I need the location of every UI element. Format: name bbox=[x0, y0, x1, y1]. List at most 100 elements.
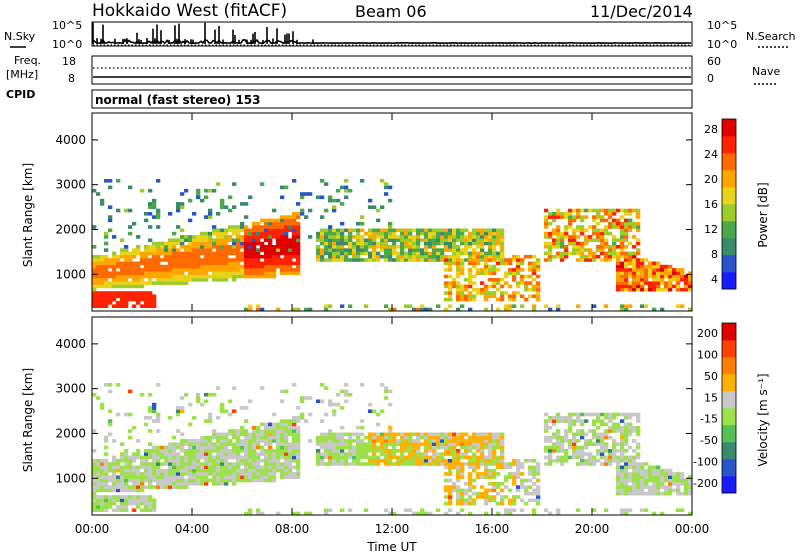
heatmap-cell bbox=[404, 508, 409, 512]
heatmap-cell bbox=[560, 462, 565, 466]
colorbar-tick-label: 4 bbox=[711, 273, 718, 286]
heatmap-cell bbox=[560, 235, 565, 239]
heatmap-cell bbox=[276, 254, 281, 259]
heatmap-cell bbox=[464, 452, 469, 456]
heatmap-cell bbox=[604, 228, 609, 233]
heatmap-cell bbox=[220, 432, 225, 437]
heatmap-cell bbox=[492, 238, 497, 242]
heatmap-cell bbox=[188, 458, 193, 463]
heatmap-cell bbox=[516, 284, 521, 289]
heatmap-cell bbox=[520, 485, 525, 489]
colorbar-segment bbox=[722, 323, 736, 341]
heatmap-cell bbox=[272, 248, 277, 252]
heatmap-cell bbox=[124, 258, 129, 262]
heatmap-cell bbox=[612, 455, 617, 460]
heatmap-cell bbox=[176, 465, 181, 470]
heatmap-cell bbox=[632, 287, 637, 292]
heatmap-cell bbox=[284, 264, 289, 269]
heatmap-cell bbox=[444, 261, 449, 266]
heatmap-cell bbox=[148, 301, 153, 305]
heatmap-cell bbox=[500, 254, 505, 259]
heatmap-cell bbox=[104, 248, 109, 252]
heatmap-cell bbox=[212, 429, 217, 433]
heatmap-cell bbox=[656, 271, 661, 275]
heatmap-cell bbox=[408, 508, 413, 512]
heatmap-cell bbox=[156, 264, 161, 269]
heatmap-cell bbox=[128, 264, 133, 269]
heatmap-cell bbox=[280, 185, 285, 190]
heatmap-cell bbox=[204, 392, 209, 397]
heatmap-cell bbox=[204, 264, 209, 269]
heatmap-cell bbox=[400, 449, 405, 453]
heatmap-cell bbox=[664, 264, 669, 269]
heatmap-cell bbox=[476, 261, 481, 266]
heatmap-cell bbox=[140, 291, 145, 295]
heatmap-cell bbox=[224, 465, 229, 470]
heatmap-cell bbox=[148, 505, 153, 509]
heatmap-cell bbox=[632, 465, 637, 470]
heatmap-cell bbox=[212, 432, 217, 437]
heatmap-cell bbox=[592, 422, 597, 427]
heatmap-cell bbox=[220, 231, 225, 236]
heatmap-cell bbox=[668, 468, 673, 473]
heatmap-cell bbox=[420, 432, 425, 437]
heatmap-cell bbox=[364, 245, 369, 249]
heatmap-cell bbox=[148, 297, 153, 302]
heatmap-cell bbox=[340, 445, 345, 450]
heatmap-cell bbox=[612, 251, 617, 256]
heatmap-cell bbox=[416, 307, 421, 312]
heatmap-cell bbox=[576, 245, 581, 249]
heatmap-cell bbox=[488, 445, 493, 450]
heatmap-cell bbox=[568, 419, 573, 423]
heatmap-cell bbox=[484, 231, 489, 236]
heatmap-cell bbox=[132, 251, 137, 256]
heatmap-cell bbox=[404, 435, 409, 440]
heatmap-cell bbox=[212, 274, 217, 279]
heatmap-cell bbox=[164, 245, 169, 249]
heatmap-cell bbox=[592, 228, 597, 233]
heatmap-cell bbox=[336, 245, 341, 249]
heatmap-cell bbox=[276, 258, 281, 262]
heatmap-cell bbox=[136, 291, 141, 295]
heatmap-cell bbox=[272, 274, 277, 279]
heatmap-cell bbox=[184, 278, 189, 282]
heatmap-cell bbox=[620, 228, 625, 233]
heatmap-cell bbox=[116, 485, 121, 489]
heatmap-cell bbox=[660, 278, 665, 282]
heatmap-cell bbox=[220, 245, 225, 249]
heatmap-cell bbox=[204, 245, 209, 249]
heatmap-cell bbox=[252, 225, 257, 229]
heatmap-cell bbox=[468, 495, 473, 499]
heatmap-cell bbox=[624, 488, 629, 493]
colorbar-tick-label: -100 bbox=[693, 456, 718, 469]
heatmap-cell bbox=[296, 465, 301, 470]
heatmap-cell bbox=[548, 439, 553, 443]
heatmap-cell bbox=[640, 281, 645, 285]
heatmap-cell bbox=[296, 228, 301, 233]
heatmap-cell bbox=[456, 465, 461, 470]
heatmap-cell bbox=[452, 284, 457, 289]
heatmap-cell bbox=[144, 245, 149, 249]
heatmap-cell bbox=[600, 435, 605, 440]
heatmap-cell bbox=[248, 449, 253, 453]
heatmap-cell bbox=[308, 412, 313, 417]
heatmap-cell bbox=[220, 271, 225, 275]
heatmap-cell bbox=[116, 258, 121, 262]
heatmap-cell bbox=[504, 291, 509, 295]
power-x-axis-ticks bbox=[91, 113, 693, 311]
heatmap-cell bbox=[284, 271, 289, 275]
heatmap-cell bbox=[288, 458, 293, 463]
heatmap-cell bbox=[632, 439, 637, 443]
heatmap-cell bbox=[136, 261, 141, 266]
heatmap-cell bbox=[196, 399, 201, 404]
heatmap-cell bbox=[620, 482, 625, 486]
heatmap-cell bbox=[448, 498, 453, 503]
heatmap-cell bbox=[240, 475, 245, 479]
heatmap-cell bbox=[104, 235, 109, 239]
heatmap-cell bbox=[556, 455, 561, 460]
heatmap-cell bbox=[480, 228, 485, 233]
heatmap-cell bbox=[436, 248, 441, 252]
heatmap-cell bbox=[120, 297, 125, 302]
heatmap-cell bbox=[376, 208, 381, 213]
